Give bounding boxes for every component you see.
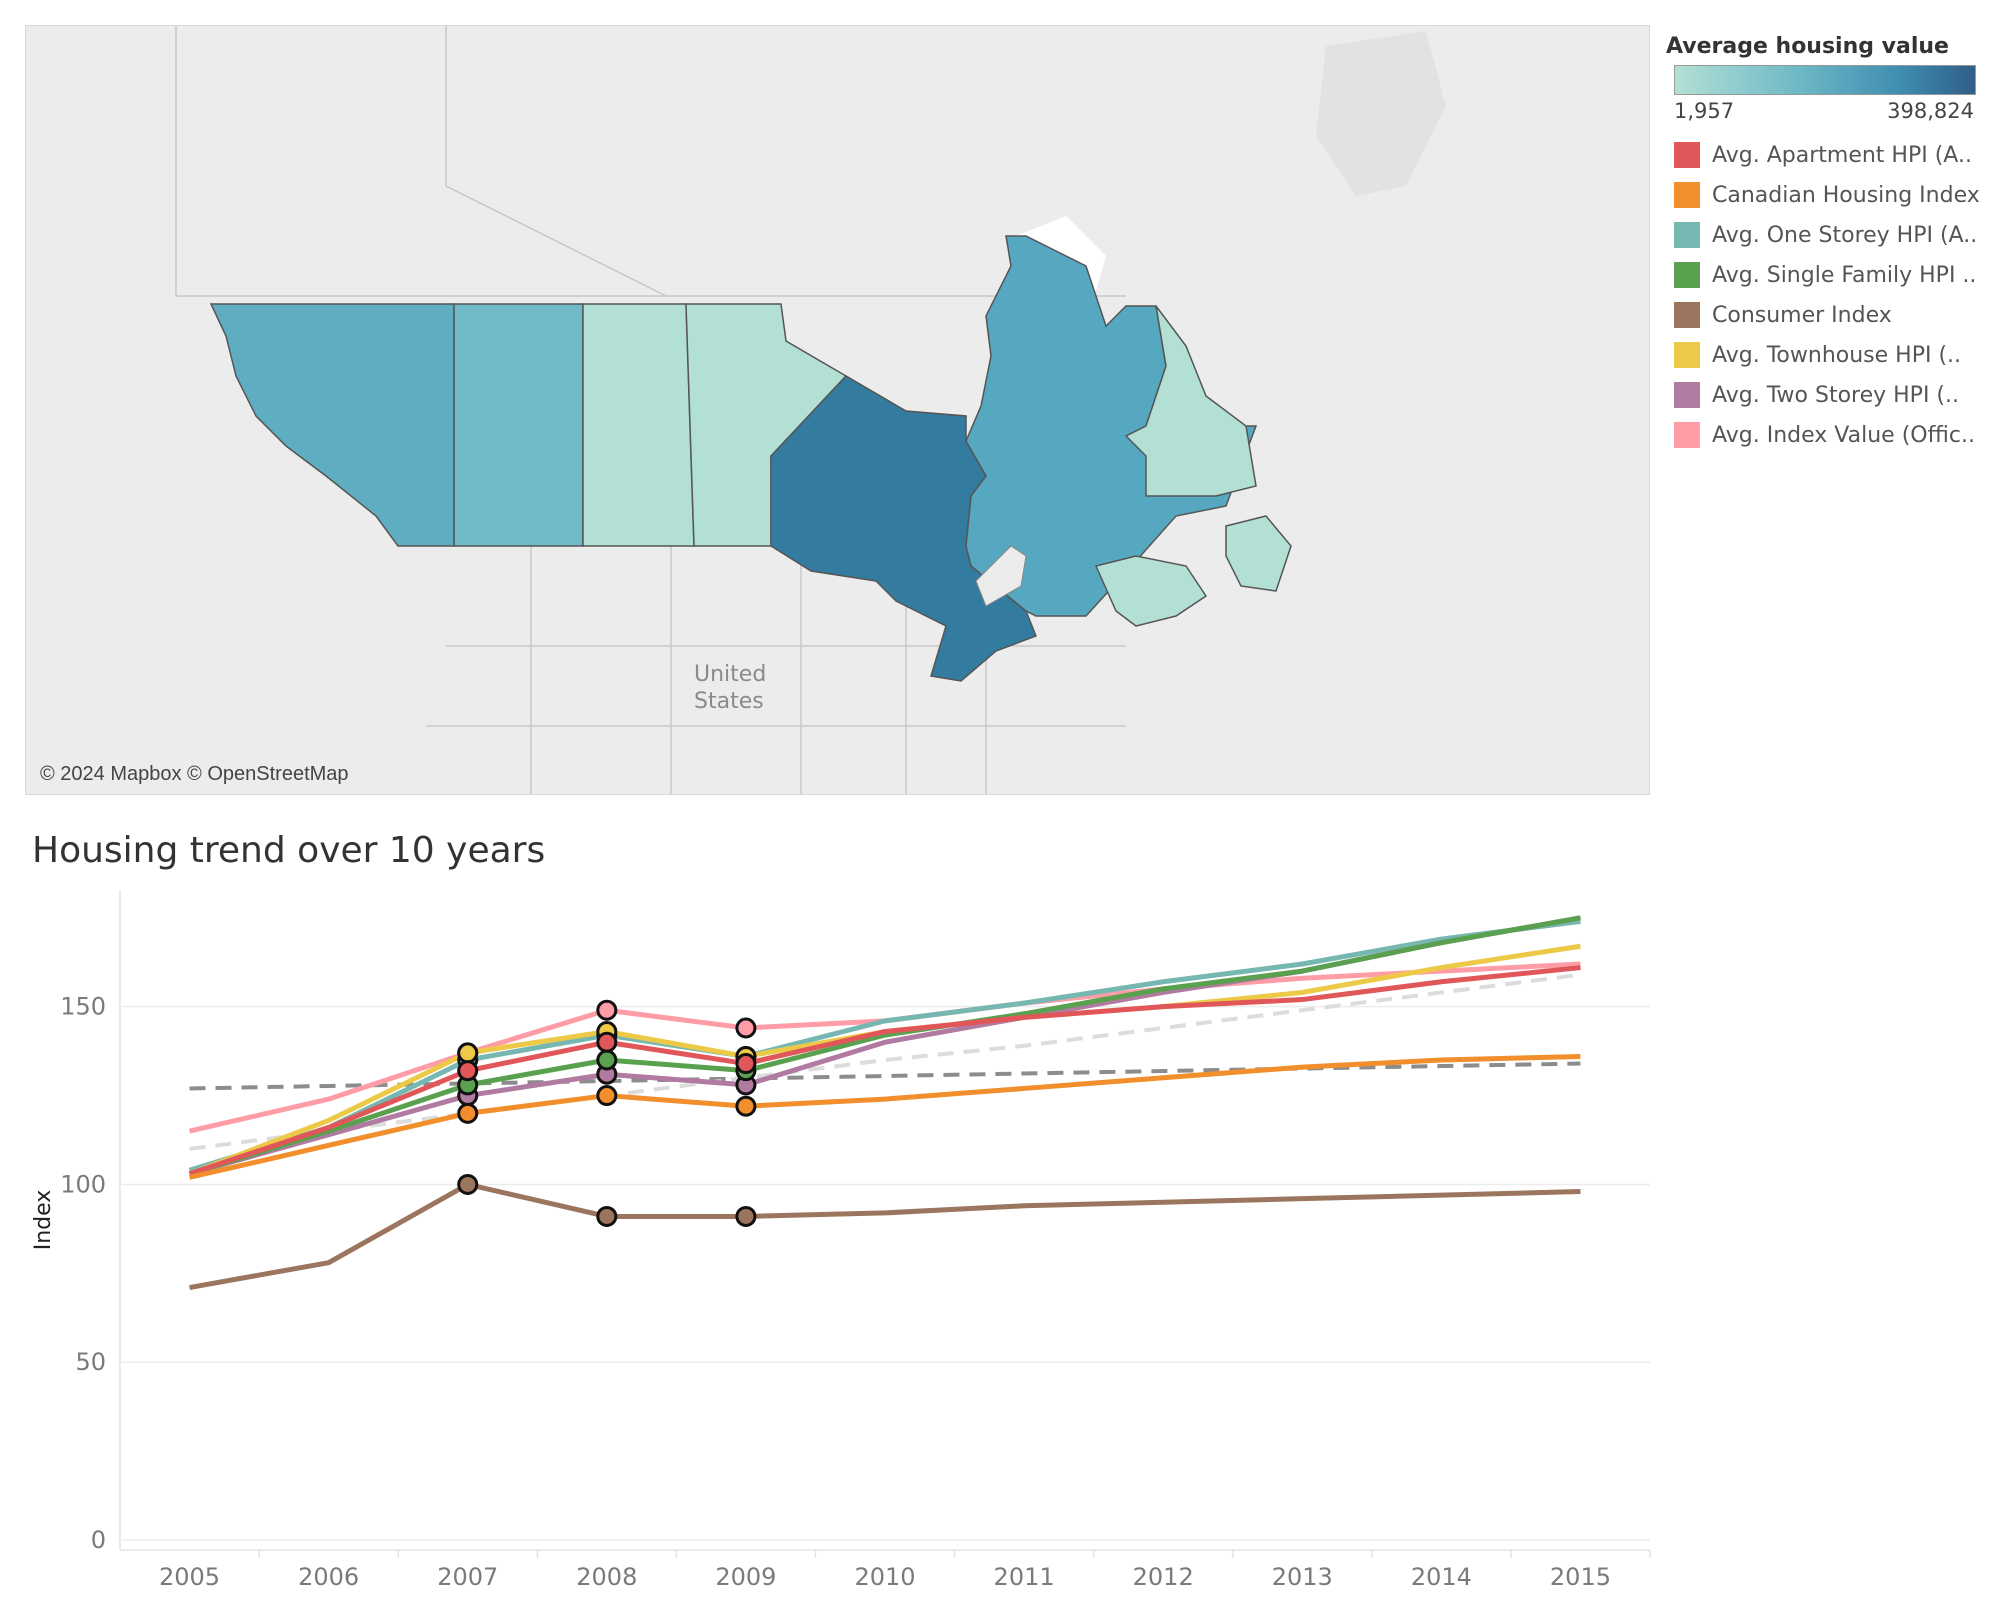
series-line[interactable]: [188, 915, 1581, 1177]
legend-swatch: [1674, 382, 1700, 408]
data-point-marker[interactable]: [457, 1042, 479, 1064]
map-attribution[interactable]: © 2024 Mapbox © OpenStreetMap: [40, 763, 349, 785]
series-line[interactable]: [188, 965, 1581, 1177]
map-panel[interactable]: United States © 2024 Mapbox © OpenStreet…: [25, 25, 1650, 795]
legend-item[interactable]: Avg. One Storey HPI (A..: [1666, 215, 1986, 255]
x-tick-label: 2010: [854, 1563, 915, 1591]
legend-label: Avg. Apartment HPI (A..: [1712, 142, 1972, 168]
data-point-marker[interactable]: [596, 1049, 618, 1071]
data-point-marker[interactable]: [596, 1085, 618, 1107]
legend-item[interactable]: Avg. Single Family HPI ..: [1666, 255, 1986, 295]
series-line[interactable]: [188, 918, 1581, 1173]
legend-swatch: [1674, 142, 1700, 168]
y-tick-label: 50: [75, 1348, 106, 1376]
us-state-borders: [175, 26, 1126, 794]
series-legend-list: Avg. Apartment HPI (A.. Canadian Housing …: [1666, 135, 1986, 455]
legend-swatch: [1674, 302, 1700, 328]
data-point-marker[interactable]: [457, 1173, 479, 1195]
legend-item[interactable]: Avg. Townhouse HPI (..: [1666, 335, 1986, 375]
legend-swatch: [1674, 422, 1700, 448]
legend-title: Average housing value: [1666, 34, 1949, 59]
x-tick-label: 2013: [1272, 1563, 1333, 1591]
data-point-marker[interactable]: [735, 1205, 757, 1227]
line-chart[interactable]: 0 50 100 150 Index 2005 2006 2007 2008 2009 2010 20…: [0, 890, 2000, 1600]
legend-label: Avg. Single Family HPI ..: [1712, 262, 1977, 288]
x-tick-label: 2005: [159, 1563, 220, 1591]
data-point-marker[interactable]: [735, 1017, 757, 1039]
province-saskatchewan[interactable]: [582, 303, 695, 547]
x-tick-label: 2014: [1411, 1563, 1472, 1591]
legend-label: Avg. One Storey HPI (A..: [1712, 222, 1978, 248]
x-tick-label: 2011: [994, 1563, 1055, 1591]
legend-label: Avg. Index Value (Offic..: [1712, 422, 1975, 448]
legend-item[interactable]: Avg. Index Value (Offic..: [1666, 415, 1986, 455]
y-tick-label: 150: [60, 993, 106, 1021]
data-point-marker[interactable]: [596, 1205, 618, 1227]
data-point-marker[interactable]: [735, 1095, 757, 1117]
color-scale-gradient: [1674, 65, 1976, 95]
data-point-marker[interactable]: [735, 1053, 757, 1075]
y-tick-label: 0: [91, 1526, 106, 1554]
legend-label: Canadian Housing Index: [1712, 182, 1980, 208]
legend-swatch: [1674, 222, 1700, 248]
province-ontario[interactable]: [770, 375, 1037, 682]
series-line[interactable]: [189, 1181, 1581, 1291]
data-point-marker[interactable]: [457, 1060, 479, 1082]
chart-title: Housing trend over 10 years: [32, 830, 546, 871]
province-maritimes[interactable]: [1094, 515, 1292, 627]
greenland-land: [1316, 31, 1446, 196]
color-scale-max: 398,824: [1887, 99, 1974, 123]
y-tick-label: 100: [60, 1170, 106, 1198]
great-lakes: [975, 545, 1027, 607]
series-line[interactable]: [188, 1053, 1581, 1180]
color-scale-range: 1,957 398,824: [1674, 95, 1974, 125]
data-point-marker[interactable]: [596, 1031, 618, 1053]
legend-item[interactable]: Canadian Housing Index: [1666, 175, 1986, 215]
x-tick-label: 2007: [437, 1563, 498, 1591]
legend-item[interactable]: Avg. Two Storey HPI (..: [1666, 375, 1986, 415]
legend: Average housing value 1,957 398,824 Avg.…: [1666, 34, 1986, 455]
x-tick-label: 2012: [1133, 1563, 1194, 1591]
x-tick-label: 2008: [576, 1563, 637, 1591]
data-point-marker[interactable]: [596, 999, 618, 1021]
y-axis-label: Index: [31, 1190, 56, 1251]
legend-label: Consumer Index: [1712, 302, 1892, 328]
province-newfoundland-labrador[interactable]: [1124, 305, 1257, 497]
color-scale-min: 1,957: [1674, 99, 1735, 123]
x-tick-label: 2006: [298, 1563, 359, 1591]
place-label-states: States: [694, 689, 764, 714]
x-tick-label: 2015: [1550, 1563, 1611, 1591]
legend-label: Avg. Townhouse HPI (..: [1712, 342, 1962, 368]
legend-swatch: [1674, 262, 1700, 288]
choropleth-map[interactable]: United States: [26, 26, 1649, 794]
x-tick-label: 2009: [715, 1563, 776, 1591]
legend-swatch: [1674, 342, 1700, 368]
legend-swatch: [1674, 182, 1700, 208]
place-label-united: United: [694, 662, 766, 687]
legend-label: Avg. Two Storey HPI (..: [1712, 382, 1959, 408]
legend-item[interactable]: Avg. Apartment HPI (A..: [1666, 135, 1986, 175]
legend-item[interactable]: Consumer Index: [1666, 295, 1986, 335]
series-line[interactable]: [188, 943, 1581, 1177]
data-point-marker[interactable]: [457, 1102, 479, 1124]
province-alberta[interactable]: [453, 303, 584, 547]
trend-line: [189, 1061, 1581, 1091]
